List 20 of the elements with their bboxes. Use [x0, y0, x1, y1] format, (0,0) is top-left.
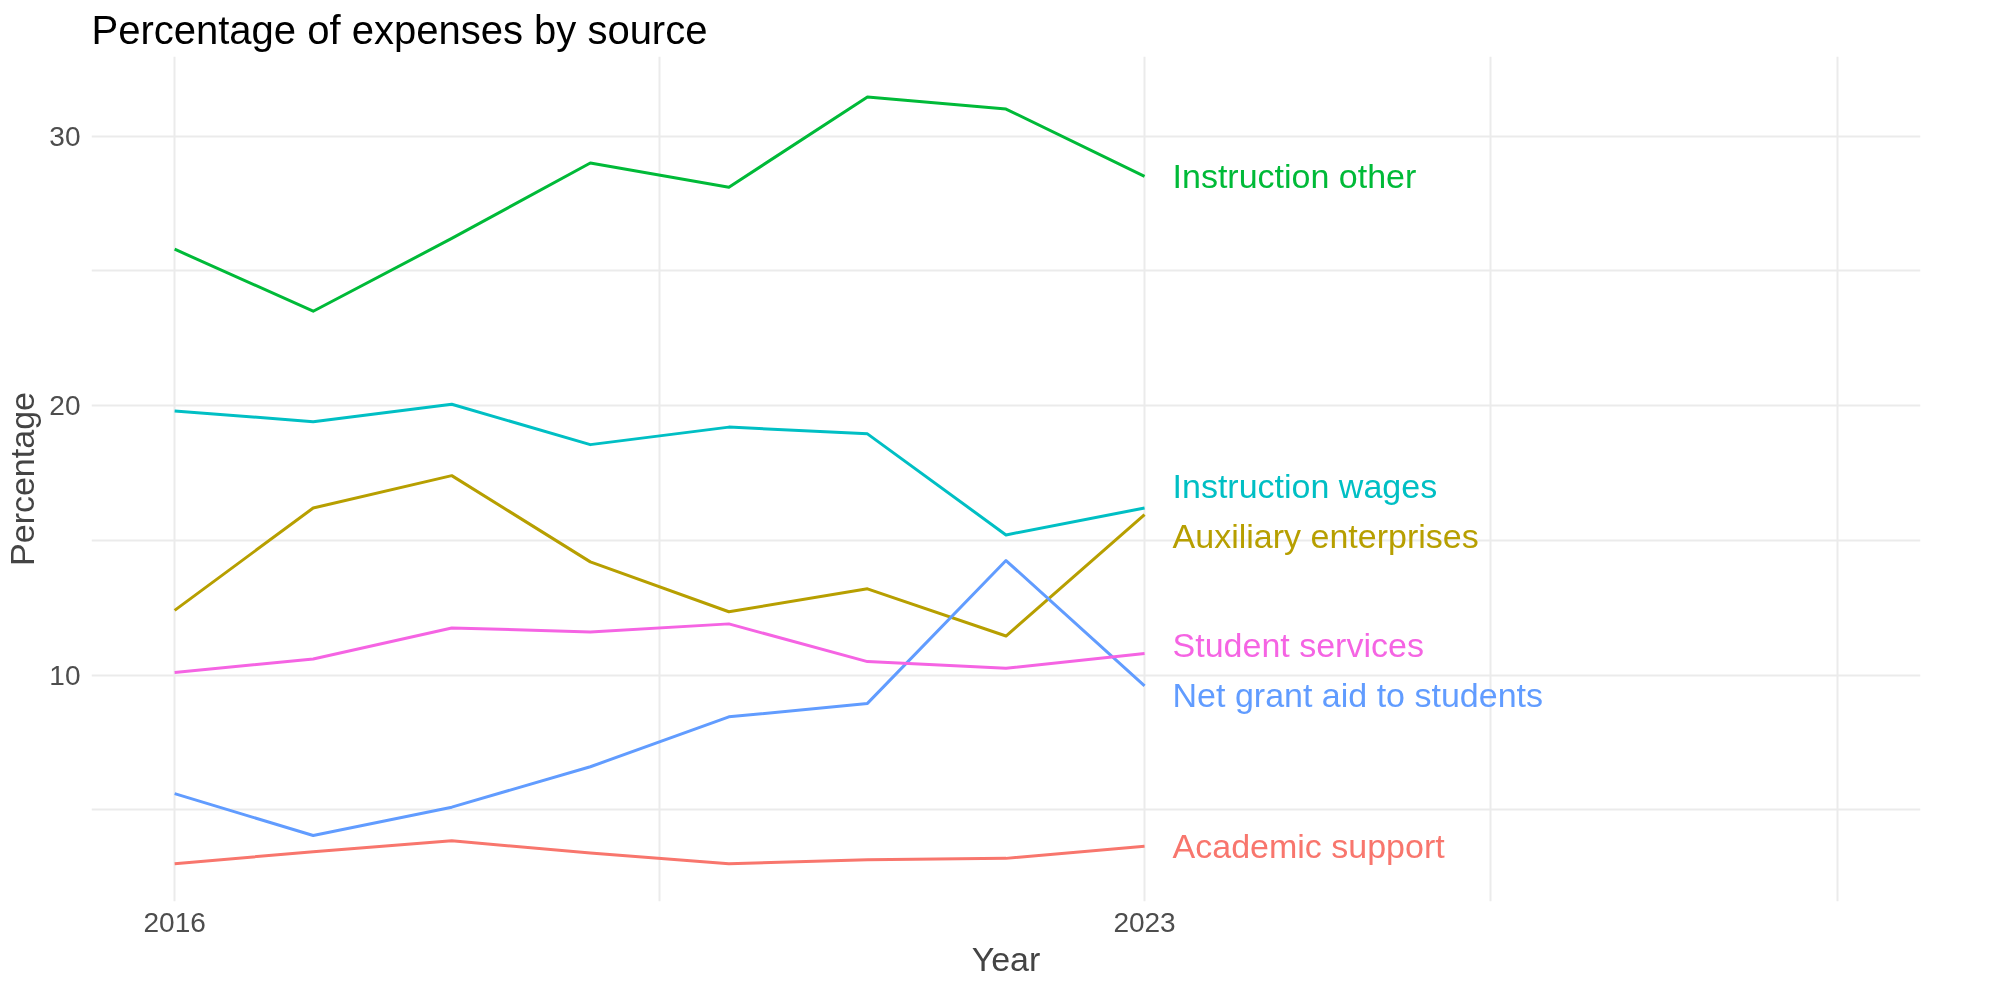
x-axis-title: Year	[971, 939, 1041, 978]
series-label: Academic support	[1172, 827, 1446, 866]
line-series	[173, 474, 1147, 638]
chart-title: Percentage of expenses by source	[91, 7, 708, 52]
series-label: Student services	[1172, 625, 1424, 664]
line-series	[173, 95, 1147, 313]
series-label: Instruction wages	[1172, 467, 1438, 506]
x-tick-label: 2016	[143, 906, 206, 938]
y-tick-label: 10	[49, 659, 81, 691]
y-tick-label: 20	[49, 390, 81, 422]
x-tick-label: 2023	[1113, 906, 1176, 938]
line-series	[173, 839, 1147, 866]
series-label: Auxiliary enterprises	[1172, 517, 1479, 556]
series-label: Instruction other	[1172, 157, 1417, 196]
line-series	[173, 559, 1147, 837]
y-tick-label: 30	[49, 120, 81, 152]
line-series	[173, 402, 1147, 537]
y-axis-title: Percentage	[3, 392, 42, 566]
series-label: Net grant aid to students	[1172, 675, 1544, 714]
line-series	[173, 622, 1147, 674]
